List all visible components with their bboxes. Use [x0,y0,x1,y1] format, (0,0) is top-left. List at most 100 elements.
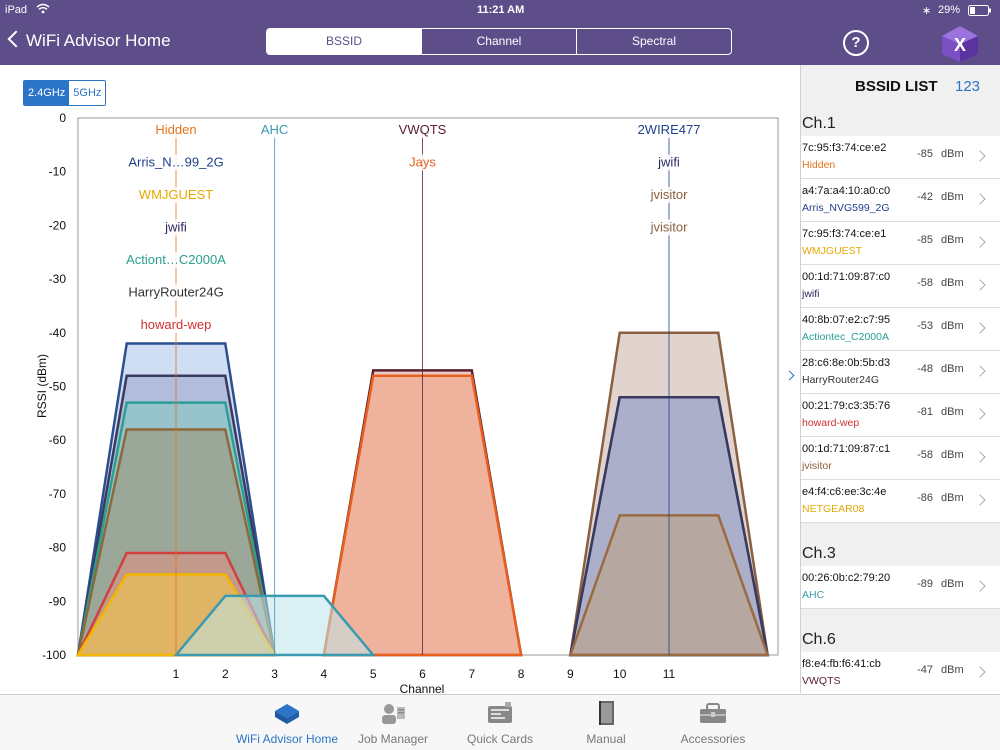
x-tick-label: 4 [321,667,328,681]
bssid-ssid: NETGEAR08 [802,503,865,515]
navigation-bar: WiFi Advisor Home BSSID Channel Spectral… [0,20,1000,65]
svg-text:X: X [954,35,966,55]
bssid-rssi: -89 [917,578,933,590]
bssid-list-item[interactable]: 7c:95:f3:74:ce:e1 WMJGUEST -85 dBm [801,222,1000,265]
bssid-list-item[interactable]: 28:c6:8e:0b:5b:d3 HarryRouter24G -48 dBm [801,351,1000,394]
series-label: VWQTS [399,122,447,137]
series-label: jwifi [164,220,187,235]
label-background [648,154,690,171]
band-option-2-4ghz[interactable]: 2.4GHz [24,81,70,105]
band-option-5ghz[interactable]: 5GHz [69,81,106,105]
bssid-ssid: AHC [802,589,825,601]
bssid-chart: 0 -10 -20 -30 -40 -50 -60 -70 -80 -90 -100 1 2 3 4 5 6 7 8… [0,108,790,696]
x-tick-label: 7 [468,667,475,681]
bssid-rssi: -53 [917,320,933,332]
bssid-rssi-unit: dBm [941,664,964,676]
help-button[interactable]: ? [843,30,869,56]
bssid-rssi-unit: dBm [941,234,964,246]
status-bar: iPad 11:21 AM ∗ 29% [0,0,1000,20]
tab-wifi-advisor-home[interactable]: WiFi Advisor Home [232,699,342,746]
bssid-rssi: -85 [917,148,933,160]
series-label: Hidden [155,122,196,137]
tab-job-manager[interactable]: Job Manager [338,699,448,746]
bssid-list-item[interactable]: 00:1d:71:09:87:c0 jwifi -58 dBm [801,265,1000,308]
y-tick-label: -20 [49,218,67,232]
y-tick-label: -40 [49,326,67,340]
bssid-groups: Ch.1 7c:95:f3:74:ce:e2 Hidden -85 dBm a4:7a:a… [801,107,1000,693]
tab-quick-cards[interactable]: Quick Cards [445,699,555,746]
bssid-list-item[interactable]: 00:1d:71:09:87:c1 jvisitor -58 dBm [801,437,1000,480]
manual-icon [551,699,661,727]
bssid-count: 123 [955,78,981,95]
y-tick-label: -50 [49,380,67,394]
x-tick-label: 3 [271,667,278,681]
tab-spectral[interactable]: Spectral [576,29,731,54]
series-label: jwifi [657,155,680,170]
label-background [122,284,230,301]
tab-manual[interactable]: Manual [551,699,661,746]
x-tick-label: 1 [173,667,180,681]
series-label: jvisitor [650,187,689,202]
series-label: 2WIRE477 [638,122,701,137]
bssid-rssi: -86 [917,492,933,504]
bssid-list-item[interactable]: 40:8b:07:e2:c7:95 Actiontec_C2000A -53 dBm [801,308,1000,351]
chevron-right-icon [974,150,986,162]
bssid-rssi-unit: dBm [941,406,964,418]
bssid-mac: e4:f4:c6:ee:3c:4e [802,486,887,498]
label-background [122,252,230,268]
bssid-mac: 00:1d:71:09:87:c1 [802,443,891,455]
y-tick-label: -70 [49,487,67,501]
channel-group-header: Ch.6 [801,623,1000,652]
bssid-list-panel: BSSID LIST 123 Ch.1 7c:95:f3:74:ce:e2 Hidd… [800,65,1000,693]
bssid-rssi-unit: dBm [941,320,964,332]
bssid-mac: 00:21:79:c3:35:76 [802,400,891,412]
tab-bssid[interactable]: BSSID [267,29,421,54]
bluetooth-icon: ∗ [922,5,932,17]
tab-label: Manual [586,732,626,746]
bssid-list-item[interactable]: 7c:95:f3:74:ce:e2 Hidden -85 dBm [801,136,1000,179]
series-label: HarryRouter24G [128,285,223,300]
y-tick-label: -80 [49,541,67,555]
series-label: Actiont…C2000A [126,252,226,267]
home-icon [232,699,342,727]
bssid-list-item[interactable]: 00:21:79:c3:35:76 howard-wep -81 dBm [801,394,1000,437]
bssid-list-item[interactable]: 00:26:0b:c2:79:20 AHC -89 dBm [801,566,1000,609]
x-tick-label: 6 [419,667,426,681]
bssid-list-item[interactable]: e4:f4:c6:ee:3c:4e NETGEAR08 -86 dBm [801,480,1000,523]
tab-accessories[interactable]: Accessories [658,699,768,746]
back-button[interactable]: WiFi Advisor Home [7,30,171,51]
tab-label: WiFi Advisor Home [235,732,339,746]
y-tick-label: -100 [42,648,66,662]
x-axis-label: Channel [400,682,445,694]
chevron-right-icon [974,408,986,420]
bssid-ssid: howard-wep [802,417,860,429]
chevron-right-icon [974,666,986,678]
bssid-list-item[interactable]: f8:e4:fb:f6:41:cb VWQTS -47 dBm [801,652,1000,693]
tab-channel[interactable]: Channel [421,29,576,54]
chevron-right-icon [974,322,986,334]
battery-icon [968,5,992,19]
bssid-list-header: BSSID LIST 123 [801,65,1000,107]
bssid-rssi-unit: dBm [941,492,964,504]
label-background [144,187,208,203]
bssid-mac: 40:8b:07:e2:c7:95 [802,314,891,326]
series-label: jvisitor [650,220,689,235]
x-tick-label: 8 [518,667,525,681]
chevron-right-icon [974,494,986,506]
app-logo-icon[interactable]: X [940,25,980,63]
bssid-ssid: Arris_NVG599_2G [802,202,890,214]
bssid-mac: 00:26:0b:c2:79:20 [802,572,891,584]
series-label: Arris_N…99_2G [128,155,223,170]
bssid-mac: 00:1d:71:09:87:c0 [802,271,891,283]
channel-group-header: Ch.3 [801,537,1000,566]
bssid-mac: 7c:95:f3:74:ce:e1 [802,228,887,240]
tab-bar: WiFi Advisor Home Job Manager Quick Card… [0,694,1000,750]
tab-label: Quick Cards [466,732,534,746]
group-spacer [801,609,1000,623]
bssid-ssid: jvisitor [802,460,832,472]
label-background [151,122,201,138]
bssid-list-item[interactable]: a4:7a:a4:10:a0:c0 Arris_NVG599_2G -42 dBm [801,179,1000,222]
y-tick-label: -10 [49,165,67,179]
label-background [637,187,701,203]
bssid-ssid: jwifi [802,288,820,300]
